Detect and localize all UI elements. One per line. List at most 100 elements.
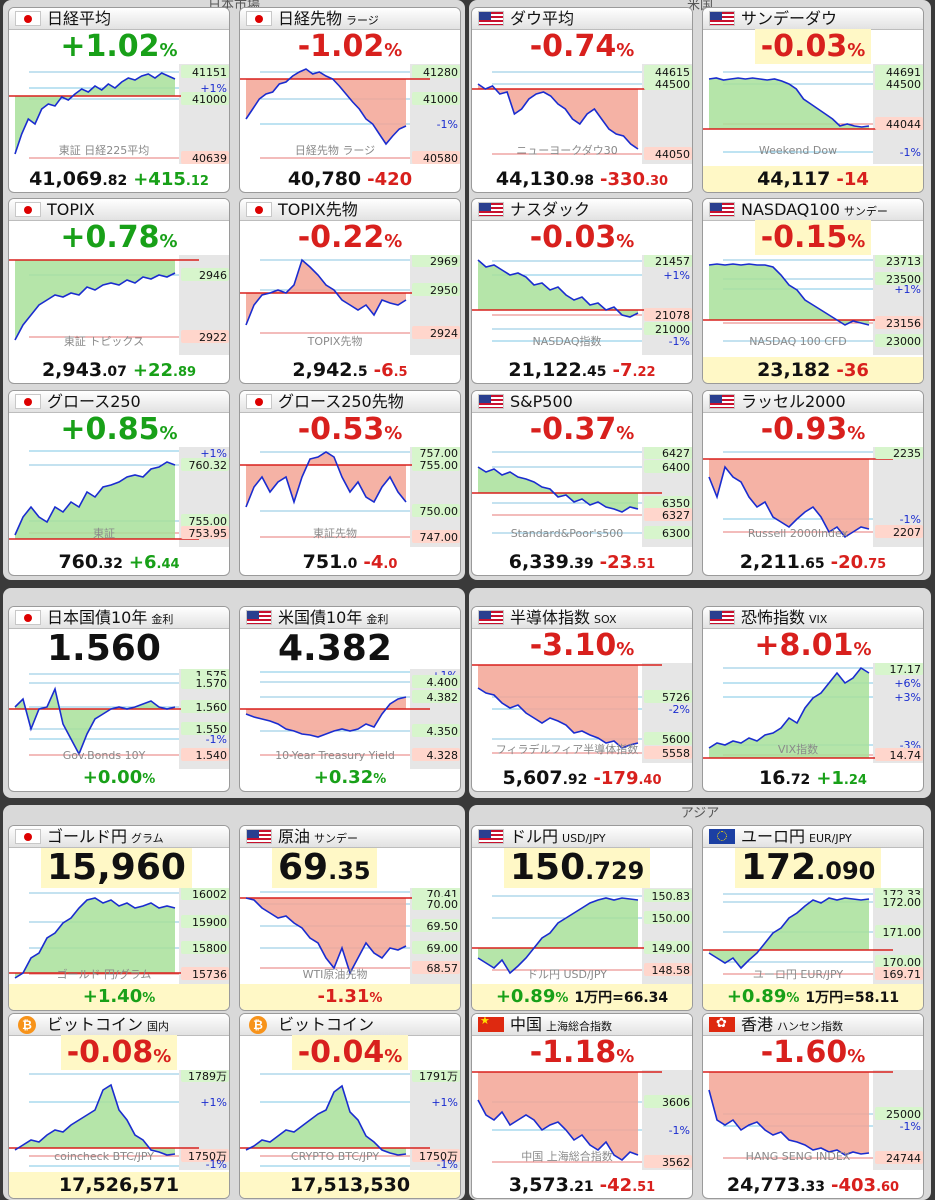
axis-label: 4.328 xyxy=(427,749,459,762)
chart-watermark: ニューヨークダウ30 xyxy=(516,143,618,157)
chart-watermark: 日経先物 ラージ xyxy=(295,143,375,157)
market-card-oil[interactable]: 原油 サンデー 69.35 WTI原油先物 70.41 70.00 69.50 69.00 68… xyxy=(239,825,461,1011)
change-decimal: .51 xyxy=(632,1180,656,1195)
axis-label: +6% xyxy=(894,677,921,690)
market-card-russell[interactable]: ラッセル2000 -0.93% Russell 2000Index 2235 -1% 22… xyxy=(702,390,924,576)
axis-label: 2924 xyxy=(430,327,458,340)
us-flag-icon xyxy=(246,829,272,844)
market-card-nikkei[interactable]: 日経平均 +1.02% 東証 日経225平均 41151 +1% 41000 40639 41… xyxy=(8,7,230,193)
market-card-eurjpy[interactable]: ユーロ円 EUR/JPY 172.090 ユーロ円 EUR/JPY 172.33 172.… xyxy=(702,825,924,1011)
mini-chart: 東証 トピックス 2946 2922 xyxy=(9,255,229,355)
market-card-sp500[interactable]: S&P500 -0.37% Standard&Poor's500 6427 6400 63… xyxy=(471,390,693,576)
market-card-jgb[interactable]: 日本国債10年 金利 1.560 Gov.Bonds 10Y 1.575 1.570 1.5… xyxy=(8,606,230,792)
chart-area-fill xyxy=(15,462,175,539)
axis-label-bg xyxy=(875,663,923,675)
flag-stripe-icon xyxy=(479,838,503,840)
flag-canton-icon xyxy=(710,611,722,619)
price-line xyxy=(14,461,176,536)
flag-stripe-icon xyxy=(479,215,503,216)
change-percent-box: -0.93% xyxy=(755,412,872,447)
price-decimal: .45 xyxy=(581,364,607,380)
change-percent-value: +8.01 xyxy=(754,628,854,663)
card-bottom-line: 44,117 -14 xyxy=(703,166,923,192)
japan-flag-icon xyxy=(15,829,41,844)
market-card-topixfut[interactable]: TOPIX先物 -0.22% TOPIX先物 2969 2950 2924 2,942.5-… xyxy=(239,198,461,384)
market-card-sox[interactable]: 半導体指数 SOX -3.10% フィラデルフィア半導体指数 5726 -2% 5600 55… xyxy=(471,606,693,792)
axis-label: 2969 xyxy=(430,255,458,268)
percent-unit: % xyxy=(384,231,403,252)
flag-sun-icon xyxy=(255,206,263,214)
flag-stripe-icon xyxy=(710,20,734,22)
market-card-growth[interactable]: グロース250 +0.85% 東証 +1% 760.32 755.00 753.95 760.… xyxy=(8,390,230,576)
flag-canton-icon xyxy=(479,830,491,838)
flag-stripe-icon xyxy=(479,399,503,401)
big-value-main: 69 xyxy=(278,847,329,888)
axis-label: 16002 xyxy=(192,888,227,901)
flag-stripe-icon xyxy=(247,838,271,840)
card-bottom-line: +0.89% 1万円=58.11 xyxy=(703,984,923,1010)
market-card-sundaydow[interactable]: サンデーダウ -0.03% Weekend Dow 44691 44500 44044 -1… xyxy=(702,7,924,193)
card-big-value-box: 172.090 xyxy=(735,848,882,891)
market-card-nikkeifut[interactable]: 日経先物 ラージ -1.02% 日経先物 ラージ 41280 41000 -1% 40580 4… xyxy=(239,7,461,193)
market-card-usdjpy[interactable]: ドル円 USD/JPY 150.729 ドル円 USD/JPY 150.83 150.00… xyxy=(471,825,693,1011)
card-big-value-box: 1.560 xyxy=(41,629,167,669)
price-line xyxy=(477,1099,639,1162)
hongkong-flag-icon: ✿ xyxy=(709,1017,735,1032)
chart-area-fill xyxy=(478,84,638,149)
axis-label: 41000 xyxy=(192,93,227,106)
chart-axis-area xyxy=(179,64,229,164)
card-title-bar: ナスダック xyxy=(472,199,692,221)
axis-label-bg xyxy=(412,690,460,703)
market-card-topix[interactable]: TOPIX +0.78% 東証 トピックス 2946 2922 2,943.07 +22.8… xyxy=(8,198,230,384)
card-subname: USD/JPY xyxy=(562,832,606,845)
axis-label-bg xyxy=(644,746,692,759)
chart-axis-area xyxy=(410,255,460,355)
axis-label-bg xyxy=(875,967,923,980)
chart-area-fill xyxy=(15,689,175,754)
card-bottom-line: 44,130.98 -330.30 xyxy=(472,166,692,192)
axis-label: 753.95 xyxy=(189,527,228,540)
market-card-vix[interactable]: 恐怖指数 VIX +8.01% VIX指数 17.17 +6% +3% -3% 14.74 16.… xyxy=(702,606,924,792)
chart-axis-area xyxy=(410,64,460,164)
price-line xyxy=(245,1084,407,1156)
chart-axis-area xyxy=(873,663,923,763)
axis-label-bg xyxy=(644,496,692,509)
market-card-hk[interactable]: ✿ 香港 ハンセン指数 -1.60% HANG SENG INDEX 25000 -1% 24… xyxy=(702,1013,924,1199)
card-name-text: ユーロ円 xyxy=(741,827,806,846)
card-bottom-line: 41,069.82 +415.12 xyxy=(9,166,229,192)
axis-label: 5726 xyxy=(662,691,690,704)
market-card-nasdaq[interactable]: ナスダック -0.03% NASDAQ指数 21457 +1% 21078 21000 -1%… xyxy=(471,198,693,384)
market-card-nasdaq100[interactable]: NASDAQ100 サンデー -0.15% NASDAQ 100 CFD 23713 23… xyxy=(702,198,924,384)
axis-label: 44500 xyxy=(886,78,921,91)
axis-label: 25000 xyxy=(886,1108,921,1121)
change-decimal: .89 xyxy=(173,365,197,380)
axis-label: 3606 xyxy=(662,1096,690,1109)
percent-unit: % xyxy=(847,231,866,252)
card-name: ナスダック xyxy=(510,199,590,220)
market-card-growthfut[interactable]: グロース250先物 -0.53% 東証先物 757.00 755.00 750.00 747… xyxy=(239,390,461,576)
axis-label-bg xyxy=(644,690,692,703)
flag-stripe-icon xyxy=(710,619,734,621)
market-card-btc1[interactable]: ₿ ビットコイン 国内 -0.08% coincheck BTC/JPY 1789万 +1%… xyxy=(8,1013,230,1199)
market-card-china[interactable]: ★ 中国 上海総合指数 -1.18% 中国 上海総合指数 3606 -1% 3562 3,573… xyxy=(471,1013,693,1199)
change-percent-value: +1.02 xyxy=(60,29,160,64)
market-card-btc2[interactable]: ₿ ビットコイン -0.04% CRYPTO BTC/JPY 1791万 +1% 1750万… xyxy=(239,1013,461,1199)
price-value: 3,573 xyxy=(508,1174,569,1196)
flag-canton-icon xyxy=(247,611,259,619)
axis-label: 2950 xyxy=(430,284,458,297)
axis-label-bg xyxy=(412,92,460,105)
bottom-change-percent: +0.89 xyxy=(726,986,787,1007)
market-card-gold[interactable]: ゴールド円 グラム 15,960 ゴールド 円/グラム 16002 15900 15800 1… xyxy=(8,825,230,1011)
chart-area-fill xyxy=(15,260,175,340)
price-decimal: .32 xyxy=(98,556,123,572)
market-card-dow[interactable]: ダウ平均 -0.74% ニューヨークダウ30 44615 44500 44050 44,13… xyxy=(471,7,693,193)
axis-label-bg xyxy=(412,748,460,761)
card-change-percent: -0.04% xyxy=(240,1035,460,1070)
change-percent-value: +0.85 xyxy=(60,412,160,447)
price-line xyxy=(477,259,639,318)
us-flag-icon xyxy=(478,829,504,844)
axis-label: 6350 xyxy=(662,497,690,510)
